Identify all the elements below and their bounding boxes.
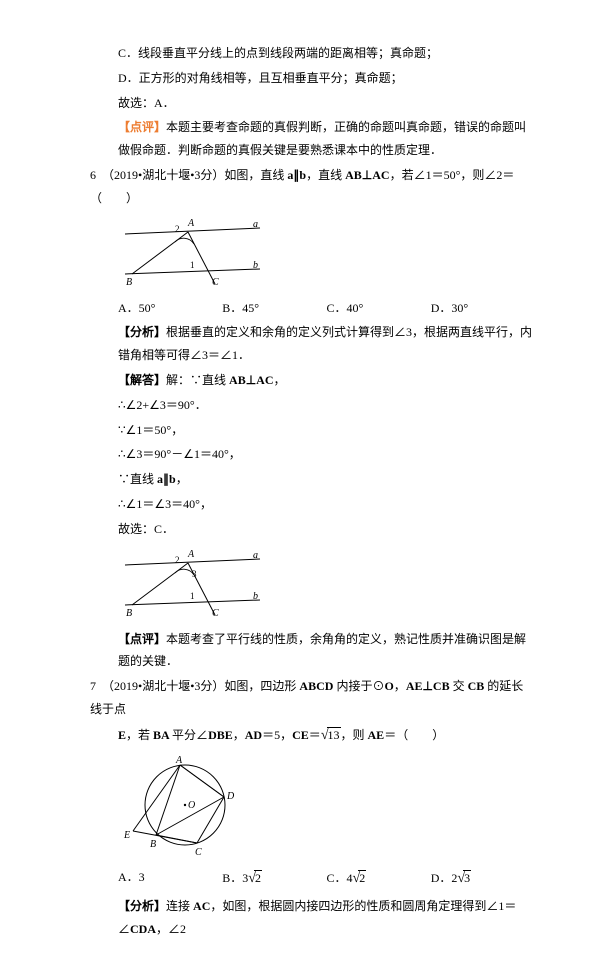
q6-opt-d: D．30° xyxy=(431,297,535,320)
svg-text:C: C xyxy=(212,608,219,619)
svg-text:B: B xyxy=(126,608,132,619)
q6-solve-start: 【解答】解：∵直线 AB⊥AC， xyxy=(90,369,535,392)
q6-figure-2: A B C a b 1 2 3 xyxy=(120,547,535,622)
svg-text:B: B xyxy=(126,277,132,288)
svg-text:b: b xyxy=(253,591,258,602)
q6-step2: ∵∠1＝50°， xyxy=(90,419,535,442)
q6-figure-1: A B C a b 1 2 xyxy=(120,216,535,291)
svg-text:C: C xyxy=(195,847,202,858)
q7-opt-b: B．3√2 xyxy=(222,866,326,893)
q6-stem: 6 （2019•湖北十堰•3分）如图，直线 a∥b，直线 AB⊥AC，若∠1＝5… xyxy=(90,164,535,210)
svg-text:b: b xyxy=(253,260,258,271)
svg-text:E: E xyxy=(123,830,130,841)
q7-analysis-label: 【分析】 xyxy=(118,899,166,913)
svg-text:A: A xyxy=(175,755,183,766)
q6-step3: ∴∠3＝90°－∠1＝40°， xyxy=(90,443,535,466)
q7-stem-line2: E，若 BA 平分∠DBE，AD＝5，CE＝√13，则 AE＝（ ） xyxy=(90,723,535,750)
svg-text:2: 2 xyxy=(175,224,180,234)
q6-options: A．50° B．45° C．40° D．30° xyxy=(90,297,535,320)
q6-step1: ∴∠2+∠3＝90°． xyxy=(90,394,535,417)
analysis-label: 【分析】 xyxy=(118,325,166,339)
q6-review: 【点评】本题考查了平行线的性质，余角角的定义，熟记性质并准确识图是解题的关键． xyxy=(90,628,535,674)
q7-opt-d: D．2√3 xyxy=(431,866,535,893)
select-a: 故选：A． xyxy=(90,92,535,115)
q6-opt-c: C．40° xyxy=(327,297,431,320)
svg-text:D: D xyxy=(226,791,235,802)
review-line: 【点评】本题主要考查命题的真假判断，正确的命题叫真命题，错误的命题叫做假命题．判… xyxy=(90,116,535,162)
svg-text:2: 2 xyxy=(175,555,180,565)
q7-stem: 7 （2019•湖北十堰•3分）如图，四边形 ABCD 内接于⊙O，AE⊥CB … xyxy=(90,675,535,721)
q7-opt-a: A．3 xyxy=(118,866,222,893)
svg-text:A: A xyxy=(187,218,195,229)
solve-label: 【解答】 xyxy=(118,373,166,387)
q6-analysis: 【分析】根据垂直的定义和余角的定义列式计算得到∠3，根据两直线平行，内错角相等可… xyxy=(90,321,535,367)
svg-text:O: O xyxy=(188,800,195,811)
svg-text:1: 1 xyxy=(190,591,195,601)
svg-text:3: 3 xyxy=(192,569,197,579)
svg-text:a: a xyxy=(253,219,258,230)
q7-opt-c: C．4√2 xyxy=(327,866,431,893)
q6-number: 6 xyxy=(90,168,96,182)
q7-analysis: 【分析】连接 AC，如图，根据圆内接四边形的性质和圆周角定理得到∠1＝∠CDA，… xyxy=(90,895,535,941)
q6-opt-a: A．50° xyxy=(118,297,222,320)
sqrt-13: √13 xyxy=(321,723,341,750)
svg-text:B: B xyxy=(150,839,156,850)
option-c-text: C．线段垂直平分线上的点到线段两端的距离相等；真命题； xyxy=(90,42,535,65)
svg-text:C: C xyxy=(212,277,219,288)
q6-step6: 故选：C． xyxy=(90,518,535,541)
q6-step5: ∴∠1＝∠3＝40°， xyxy=(90,493,535,516)
option-d-text: D．正方形的对角线相等，且互相垂直平分；真命题； xyxy=(90,67,535,90)
page-content: C．线段垂直平分线上的点到线段两端的距离相等；真命题； D．正方形的对角线相等，… xyxy=(0,0,595,963)
svg-text:1: 1 xyxy=(190,260,195,270)
svg-text:a: a xyxy=(253,550,258,561)
q6-review-label: 【点评】 xyxy=(118,632,166,646)
review-body: 本题主要考查命题的真假判断，正确的命题叫真命题，错误的命题叫做假命题．判断命题的… xyxy=(118,120,526,157)
q7-figure: A B C D E O xyxy=(120,755,535,860)
review-label: 【点评】 xyxy=(118,120,166,134)
q7-number: 7 xyxy=(90,679,96,693)
q6-opt-b: B．45° xyxy=(222,297,326,320)
svg-text:A: A xyxy=(187,549,195,560)
q7-options: A．3 B．3√2 C．4√2 D．2√3 xyxy=(90,866,535,893)
q6-step4: ∵直线 a∥b， xyxy=(90,468,535,491)
